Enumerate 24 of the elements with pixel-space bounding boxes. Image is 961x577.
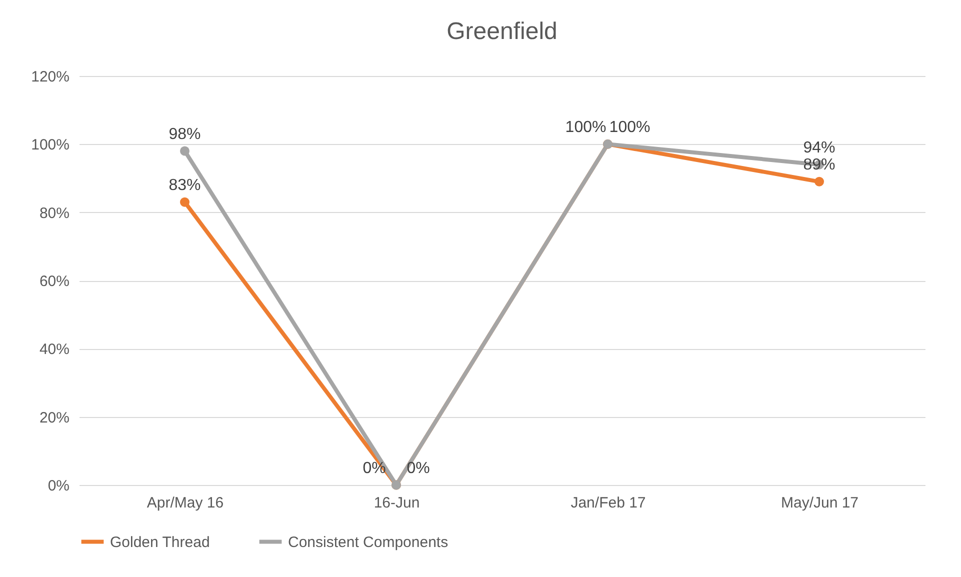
legend-label: Consistent Components xyxy=(288,534,448,551)
y-tick-label: 0% xyxy=(48,478,70,494)
legend-label: Golden Thread xyxy=(110,534,210,551)
data-label: 98% xyxy=(168,126,201,143)
data-label: 0% xyxy=(406,460,430,477)
x-tick-label: Jan/Feb 17 xyxy=(570,494,646,512)
data-label: 83% xyxy=(168,177,201,194)
data-label: 89% xyxy=(803,156,836,174)
y-tick-label: 40% xyxy=(39,341,70,358)
data-label: 100% xyxy=(609,119,650,136)
y-tick-label: 100% xyxy=(31,136,70,154)
data-label: 100% xyxy=(565,119,606,136)
x-tick-label: 16-Jun xyxy=(374,494,420,512)
point xyxy=(180,146,190,156)
point xyxy=(814,176,824,186)
data-label: 94% xyxy=(803,140,836,157)
point xyxy=(180,197,190,207)
x-tick-label: Apr/May 16 xyxy=(146,494,224,512)
chart-title: Greenfield xyxy=(446,18,558,45)
y-tick-label: 120% xyxy=(31,68,70,86)
y-tick-label: 80% xyxy=(39,204,70,222)
y-tick-label: 20% xyxy=(39,409,70,426)
y-tick-label: 60% xyxy=(39,273,70,290)
x-tick-label: May/Jun 17 xyxy=(780,494,859,512)
